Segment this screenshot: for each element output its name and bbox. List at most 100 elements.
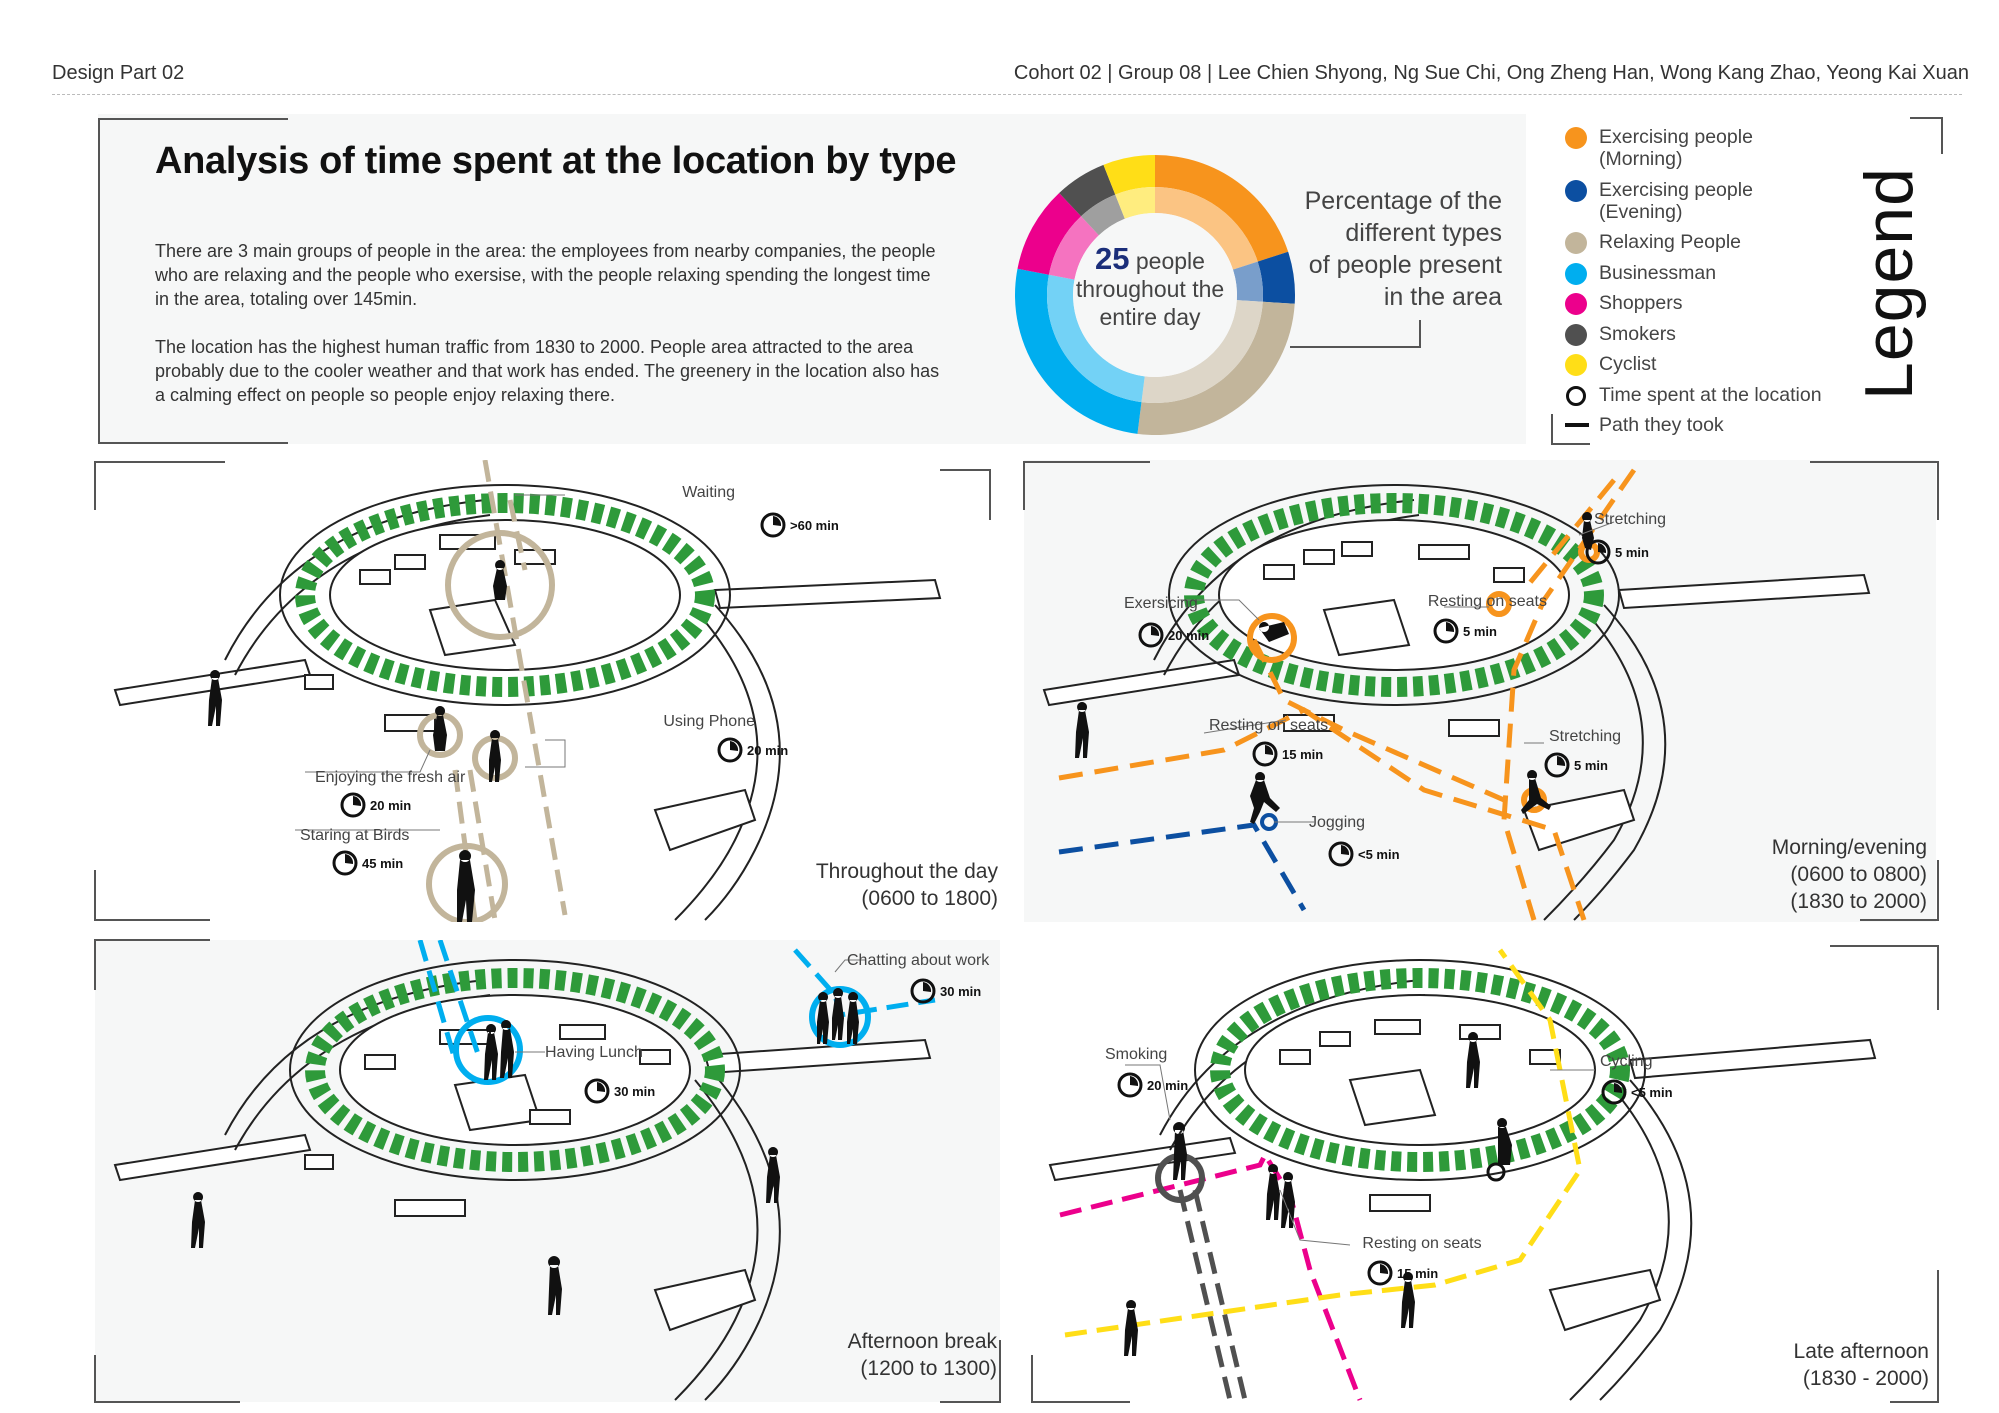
stopwatch-icon [584,1078,610,1104]
activity-label-stretching-2: Stretching [1549,728,1621,745]
legend-item: Shoppers [1565,292,1839,315]
scene-day: Waiting >60 min Using Phone 20 min Enjoy… [113,460,942,922]
stopwatch-icon [1601,1079,1627,1105]
time-ring-resting [1486,591,1512,617]
legend-item-label: Businessman [1599,261,1717,284]
intro-paragraph-2: The location has the highest human traff… [155,337,940,405]
legend-item-label: Path they took [1599,414,1724,436]
activity-label-phone: Using Phone [663,713,755,730]
legend-swatch [1565,354,1587,376]
donut-segment-inner [1155,187,1258,270]
donut-segment-inner [1141,300,1263,403]
greenery-canopy [1210,968,1630,1172]
info-bracket-top [98,118,288,121]
donut-segment [1155,155,1289,262]
person-silhouette [1259,622,1289,642]
bench [359,569,391,585]
scene-morning: Stretching 5 min Exersicing 20 min Resti… [1042,468,1871,921]
leader-line [305,749,431,773]
donut-center-line-3: entire day [1099,304,1201,330]
donut-segment-inner [1232,261,1263,302]
time-ring-exercising [1247,613,1297,663]
legend-item: Exercising people (Morning) [1565,126,1839,170]
legend-item-label: Time spent at the location [1599,383,1822,406]
legend-item-label: Relaxing People [1599,231,1742,253]
person-silhouette [493,560,507,600]
ramp [653,1268,757,1332]
donut-caption-line: in the area [1383,283,1502,311]
leader-line [1578,521,1615,536]
stopwatch-icon [1117,1072,1143,1098]
activity-label-resting: Resting on seats [1428,593,1547,610]
donut-segment [1103,155,1155,195]
stopwatch-icon [1252,741,1278,767]
header-rule [52,94,1962,95]
bench [304,674,334,690]
activity-label-chatting: Chatting about work [847,952,990,969]
legend-swatch [1565,232,1587,254]
activity-label-fresh-air: Enjoying the fresh air [315,769,466,786]
donut-caption-line: different types [1345,219,1502,247]
caption-line: Afternoon break [847,1330,997,1353]
person-silhouette [1250,772,1280,824]
caption-line: (0600 to 0800) [1790,863,1927,886]
donut-inner-ring [1047,187,1263,403]
activity-time-resting: 5 min [1463,624,1497,639]
scene-caption-morning: Morning/evening (0600 to 0800) (1830 to … [1772,834,1927,915]
legend-item-time: Time spent at the location [1565,384,1839,406]
activity-label-resting-2: Resting on seats [1209,717,1328,734]
activity-time-resting-2: 15 min [1282,747,1323,762]
person-silhouette [1521,770,1551,814]
legend-swatch [1565,179,1587,202]
walkway-left [113,1133,312,1182]
person-silhouette [1124,1300,1138,1356]
activity-time-phone: 20 min [747,743,788,758]
donut-segment-inner [1081,194,1125,236]
legend-item: Smokers [1565,323,1839,346]
person-silhouette [1173,1122,1187,1180]
path-curve-right [674,609,759,921]
path-exercise-morning [1058,707,1587,921]
caption-line: (1200 to 1300) [860,1357,997,1380]
caption-line: (1830 - 2000) [1802,1367,1929,1390]
path-exercise-evening [1058,822,1307,912]
page-title: Analysis of time spent at the location b… [155,140,957,182]
time-ring-birds [426,843,508,922]
donut-segment-inner [1115,187,1155,219]
legend-item-label: Exercising people (Evening) [1599,178,1753,223]
caption-line: (1830 to 2000) [1790,890,1927,913]
legend-swatch [1565,293,1587,315]
activity-label-exersicing: Exersicing [1124,595,1198,612]
path-businessman [417,940,458,1061]
time-ring-jogging [1260,813,1278,831]
donut-center-text: 25 people throughout the entire day [1055,243,1245,331]
activity-time-exersicing: 20 min [1168,628,1209,643]
donut-segment-inner [1047,274,1145,403]
legend-list: Exercising people (Morning) Exercising p… [1565,126,1839,445]
leader-line [1279,1189,1351,1246]
caption-line: Throughout the day [815,860,998,883]
time-ring-waiting [445,530,555,640]
path-line-icon [1565,423,1589,427]
activity-time-resting: 15 min [1397,1266,1438,1281]
path-exercise-morning [1501,468,1637,921]
donut-outer-ring [1015,155,1295,435]
activity-time-stretching-2: 5 min [1574,758,1608,773]
walkway-right [713,578,942,610]
time-ring-lunch [453,1015,523,1085]
donut-caption-line: of people present [1308,251,1502,279]
person-silhouette [1401,1272,1415,1328]
donut-segment [1137,301,1295,435]
donut-segment-inner [1048,216,1099,280]
person-silhouette [832,988,844,1040]
person-silhouette [500,1020,514,1078]
donut-count-suffix: people [1135,248,1205,274]
activity-label-birds: Staring at Birds [300,827,409,844]
activity-label-waiting: Waiting [682,484,735,501]
legend-item: Exercising people (Evening) [1565,179,1839,223]
person-silhouette [1266,1164,1280,1220]
scene-caption-late: Late afternoon (1830 - 2000) [1794,1338,1929,1392]
stopwatch-icon [1433,618,1459,644]
donut-caption: Percentage of the different types of peo… [1270,185,1502,313]
ramp [1548,1268,1662,1332]
